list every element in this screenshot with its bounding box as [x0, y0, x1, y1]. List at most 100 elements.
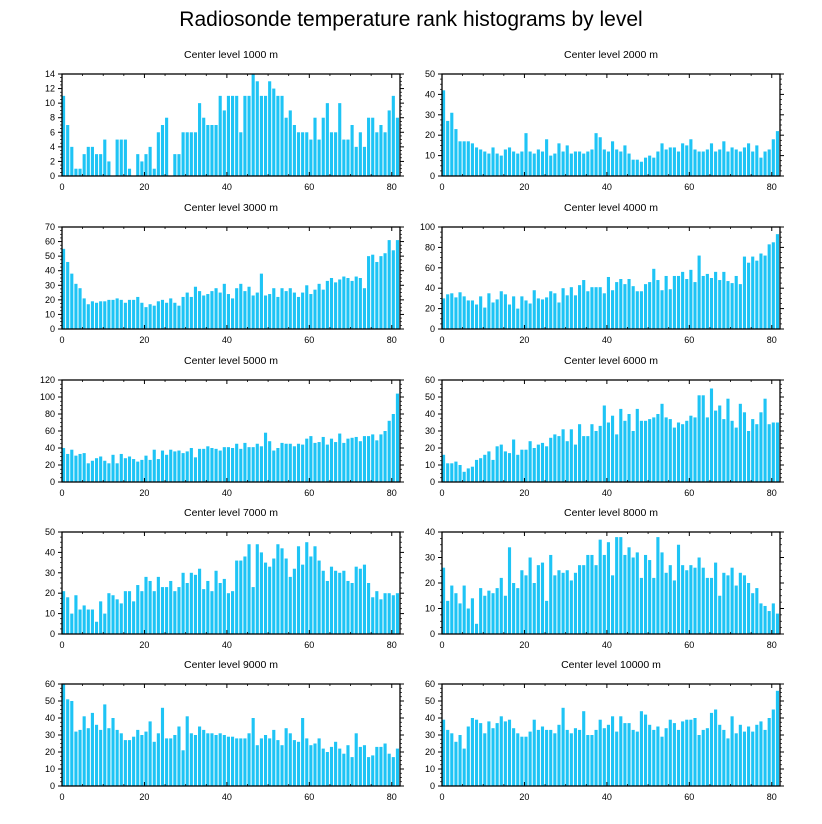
histogram-bar — [292, 125, 296, 176]
histogram-bar — [371, 597, 375, 634]
histogram-bar — [454, 741, 458, 786]
histogram-panel-8: Center level 9000 m 0 20 40 60 80 0 10 20 30 40 50 6… — [45, 659, 404, 802]
x-tick-label: 40 — [222, 640, 232, 650]
histogram-bar — [391, 595, 395, 634]
histogram-bar — [189, 448, 193, 482]
y-tick-label: 60 — [45, 237, 55, 247]
histogram-bar — [767, 149, 771, 176]
histogram-bar — [189, 132, 193, 176]
histogram-bar — [487, 451, 491, 482]
histogram-bar — [313, 289, 317, 329]
x-tick-label: 20 — [139, 640, 149, 650]
histogram-bar — [528, 441, 532, 482]
histogram-bar — [284, 728, 288, 786]
histogram-bar — [639, 291, 643, 329]
histogram-bar — [722, 271, 726, 329]
histogram-bar — [165, 454, 169, 482]
histogram-bar — [594, 565, 598, 634]
histogram-bar — [751, 256, 755, 329]
histogram-bar — [553, 733, 557, 786]
x-tick-label: 80 — [767, 182, 777, 192]
histogram-bar — [726, 398, 730, 482]
histogram-bar — [549, 554, 553, 634]
histogram-bar — [325, 580, 329, 634]
histogram-bar — [255, 443, 259, 482]
histogram-panel-3: Center level 4000 m 0 20 40 60 80 0 20 40 60 80 100 — [420, 202, 784, 345]
histogram-bar — [507, 547, 512, 634]
histogram-bar — [144, 455, 148, 482]
x-tick-label: 0 — [439, 792, 444, 802]
y-tick-label: 2 — [50, 156, 55, 166]
x-tick-label: 60 — [304, 488, 314, 498]
histogram-bar — [280, 548, 284, 634]
histogram-bar — [635, 731, 639, 786]
histogram-bar — [288, 288, 292, 329]
histogram-bar — [553, 153, 557, 176]
histogram-bar — [578, 424, 582, 482]
histogram-bar — [738, 403, 742, 482]
x-tick-label: 20 — [139, 488, 149, 498]
histogram-bar — [127, 456, 132, 482]
histogram-bar — [62, 95, 66, 176]
histogram-bar — [226, 95, 230, 176]
y-tick-label: 30 — [425, 110, 435, 120]
histogram-bar — [99, 456, 103, 482]
histogram-bar — [375, 591, 379, 634]
histogram-bar — [317, 139, 321, 176]
histogram-bar — [479, 296, 483, 329]
histogram-bar — [540, 726, 545, 786]
y-tick-label: 30 — [425, 553, 435, 563]
histogram-bar — [165, 117, 169, 176]
histogram-bar — [491, 459, 495, 482]
histogram-bar — [619, 408, 623, 482]
histogram-bar — [631, 557, 635, 634]
histogram-bar — [334, 132, 338, 176]
histogram-bar — [70, 449, 74, 482]
histogram-bar — [561, 429, 565, 482]
histogram-bar — [86, 146, 90, 176]
histogram-bar — [383, 743, 387, 786]
histogram-bar — [759, 603, 763, 634]
histogram-bar — [296, 741, 301, 786]
histogram-bar — [94, 302, 99, 329]
panel-title: Center level 4000 m — [564, 202, 658, 214]
histogram-bar — [103, 301, 107, 329]
histogram-bar — [726, 575, 730, 634]
histogram-bar — [383, 253, 387, 329]
histogram-bar — [292, 740, 296, 786]
histogram-bar — [499, 291, 503, 329]
x-tick-label: 60 — [684, 182, 694, 192]
histogram-bar — [280, 95, 284, 176]
histogram-bar — [483, 454, 487, 482]
y-tick-label: 10 — [45, 764, 55, 774]
histogram-bar — [594, 729, 598, 786]
x-tick-label: 80 — [767, 640, 777, 650]
histogram-bar — [177, 450, 181, 482]
x-tick-label: 40 — [602, 182, 612, 192]
histogram-bar — [123, 139, 127, 176]
histogram-bar — [329, 438, 334, 482]
histogram-bar — [668, 565, 672, 634]
panel-title: Center level 8000 m — [564, 507, 658, 519]
histogram-bar — [202, 117, 206, 176]
histogram-bar — [598, 719, 602, 786]
x-tick-label: 80 — [387, 182, 397, 192]
histogram-bar — [284, 443, 288, 482]
histogram-bar — [173, 154, 177, 176]
histogram-bar — [140, 591, 144, 634]
histogram-bar — [276, 296, 280, 329]
histogram-bar — [375, 261, 379, 329]
histogram-bar — [321, 436, 325, 482]
histogram-bar — [676, 422, 681, 482]
histogram-bar — [598, 287, 602, 329]
x-tick-label: 20 — [139, 182, 149, 192]
histogram-bar — [726, 281, 730, 329]
y-tick-label: 40 — [45, 713, 55, 723]
histogram-bar — [127, 591, 132, 634]
histogram-bar — [747, 726, 751, 786]
histogram-bar — [722, 419, 726, 482]
histogram-bar — [582, 565, 586, 634]
histogram-bar — [107, 299, 111, 329]
y-tick-label: 14 — [45, 69, 55, 79]
